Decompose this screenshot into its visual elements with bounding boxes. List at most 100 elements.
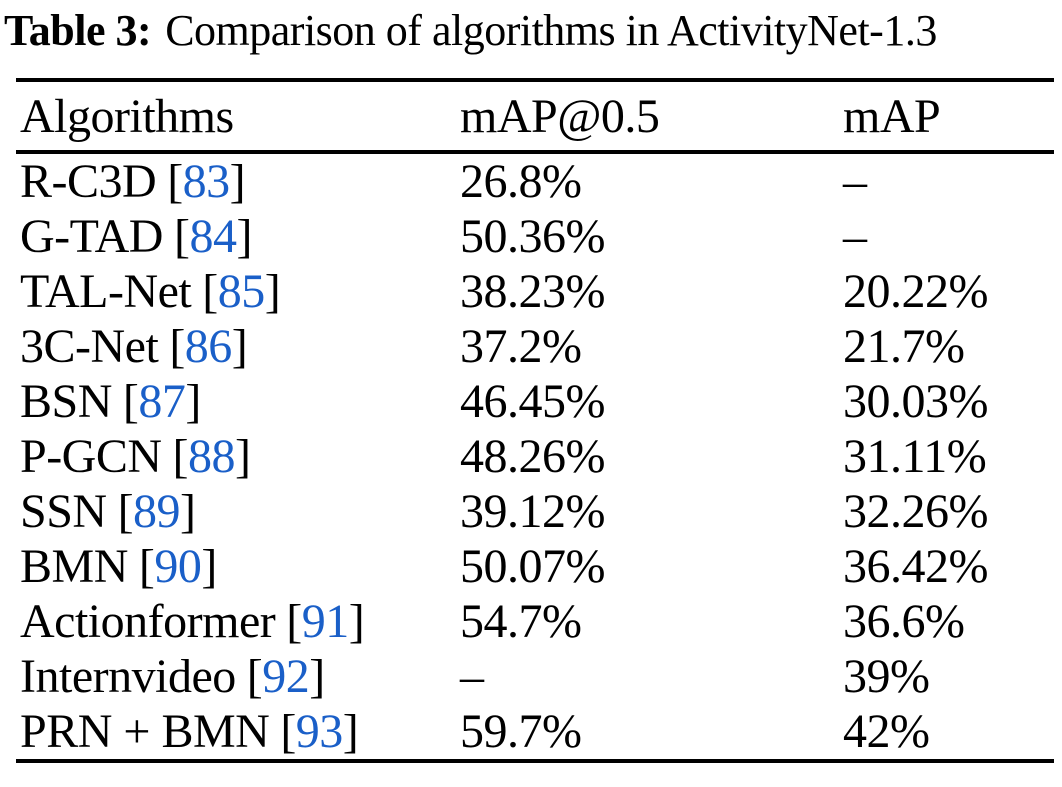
map-value: 31.11% (843, 430, 987, 483)
map-value: 36.42% (843, 540, 988, 593)
map05-value: 46.45% (460, 375, 605, 428)
column-header-map-at-05: mAP@0.5 (460, 90, 660, 143)
table-caption-label: Table 3: (4, 6, 152, 55)
table-row: G-TAD [84] 50.36% – (16, 209, 1054, 264)
table-row: BMN [90] 50.07% 36.42% (16, 539, 1054, 594)
citation: [85] (202, 265, 280, 318)
table-row: SSN [89] 39.12% 32.26% (16, 484, 1054, 539)
citation: [83] (167, 155, 245, 208)
citation-link[interactable]: 88 (188, 430, 236, 483)
algorithm-name: R-C3D (20, 155, 157, 208)
table-row: Actionformer [91] 54.7% 36.6% (16, 594, 1054, 649)
citation-close-bracket: ] (180, 485, 196, 538)
citation-link[interactable]: 83 (182, 155, 231, 208)
table-row: Internvideo [92] – 39% (16, 649, 1054, 704)
citation: [89] (118, 485, 196, 538)
map-value: 30.03% (843, 375, 988, 428)
citation-link[interactable]: 84 (189, 210, 237, 263)
citation-open-bracket: [ (246, 650, 263, 703)
map-value: 20.22% (843, 265, 988, 318)
algorithm-cell: Actionformer [91] (16, 594, 460, 649)
table-row: P-GCN [88] 48.26% 31.11% (16, 429, 1054, 484)
paper-table-figure: Table 3: Comparison of algorithms in Acti… (0, 0, 1062, 763)
algorithm-cell: BSN [87] (16, 374, 460, 429)
citation-close-bracket: ] (185, 375, 201, 428)
citation-open-bracket: [ (202, 265, 218, 318)
citation-open-bracket: [ (117, 485, 134, 538)
citation-open-bracket: [ (173, 210, 190, 263)
table-caption: Table 3: Comparison of algorithms in Acti… (0, 0, 1062, 57)
citation-open-bracket: [ (167, 155, 183, 208)
algorithm-cell: G-TAD [84] (16, 209, 460, 264)
map-value: 32.26% (843, 485, 988, 538)
citation-close-bracket: ] (342, 705, 359, 758)
citation-close-bracket: ] (348, 595, 365, 648)
algorithm-cell: TAL-Net [85] (16, 264, 460, 319)
algorithm-name: P-GCN (20, 430, 162, 483)
algorithm-cell: BMN [90] (16, 539, 460, 594)
algorithm-cell: PRN + BMN [93] (16, 704, 460, 759)
citation-link[interactable]: 92 (262, 650, 310, 703)
algorithm-cell: P-GCN [88] (16, 429, 460, 484)
algorithm-name: BMN (20, 540, 128, 593)
table-row: 3C-Net [86] 37.2% 21.7% (16, 319, 1054, 374)
table-caption-text: Comparison of algorithms in ActivityNet-… (165, 6, 937, 55)
algorithm-cell: SSN [89] (16, 484, 460, 539)
map-value: – (843, 155, 867, 208)
citation: [84] (174, 210, 252, 263)
map-value: 36.6% (843, 595, 965, 648)
citation-open-bracket: [ (286, 595, 302, 648)
table-row: R-C3D [83] 26.8% – (16, 154, 1054, 209)
citation-close-bracket: ] (201, 540, 217, 593)
citation-open-bracket: [ (280, 705, 296, 758)
citation: [86] (169, 320, 247, 373)
comparison-table: Algorithms mAP@0.5 mAP R-C3D [83] 26.8% –… (16, 78, 1054, 763)
table-row: TAL-Net [85] 38.23% 20.22% (16, 264, 1054, 319)
citation-close-bracket: ] (235, 430, 251, 483)
algorithm-name: SSN (20, 485, 107, 538)
map05-value: 37.2% (460, 320, 582, 373)
citation-open-bracket: [ (169, 320, 185, 373)
algorithm-cell: 3C-Net [86] (16, 319, 460, 374)
table-row: PRN + BMN [93] 59.7% 42% (16, 704, 1054, 759)
algorithm-name: 3C-Net (20, 320, 159, 373)
citation-open-bracket: [ (138, 540, 155, 593)
algorithm-name: G-TAD (20, 210, 163, 263)
algorithm-cell: Internvideo [92] (16, 649, 460, 704)
map05-value: 50.07% (460, 540, 605, 593)
map-value: – (843, 210, 867, 263)
citation: [87] (123, 375, 201, 428)
map05-value: 48.26% (460, 430, 605, 483)
citation-link[interactable]: 91 (301, 595, 350, 648)
citation-link[interactable]: 89 (133, 485, 181, 538)
algorithm-cell: R-C3D [83] (16, 154, 460, 209)
algorithm-name: Actionformer (20, 595, 276, 648)
citation: [93] (280, 705, 358, 758)
map05-value: 59.7% (460, 705, 582, 758)
map05-value: 26.8% (460, 155, 582, 208)
citation-close-bracket: ] (264, 265, 281, 318)
citation-link[interactable]: 86 (184, 320, 233, 373)
map05-value: 50.36% (460, 210, 605, 263)
map05-value: 39.12% (460, 485, 605, 538)
citation-link[interactable]: 90 (154, 540, 202, 593)
table-row: BSN [87] 46.45% 30.03% (16, 374, 1054, 429)
map-value: 42% (843, 705, 930, 758)
algorithm-name: Internvideo (20, 650, 236, 703)
citation: [91] (286, 595, 364, 648)
citation: [92] (247, 650, 325, 703)
map-value: 21.7% (843, 320, 965, 373)
algorithm-name: BSN (20, 375, 112, 428)
map-value: 39% (843, 650, 930, 703)
citation-link[interactable]: 87 (138, 375, 186, 428)
citation-link[interactable]: 85 (217, 265, 266, 318)
map05-value: 38.23% (460, 265, 605, 318)
column-header-algorithms: Algorithms (20, 90, 234, 143)
citation-close-bracket: ] (309, 650, 325, 703)
citation-close-bracket: ] (236, 210, 252, 263)
citation-close-bracket: ] (231, 320, 248, 373)
algorithm-name: PRN + BMN (20, 705, 270, 758)
map05-value: 54.7% (460, 595, 582, 648)
citation-open-bracket: [ (122, 375, 139, 428)
citation-link[interactable]: 93 (295, 705, 344, 758)
